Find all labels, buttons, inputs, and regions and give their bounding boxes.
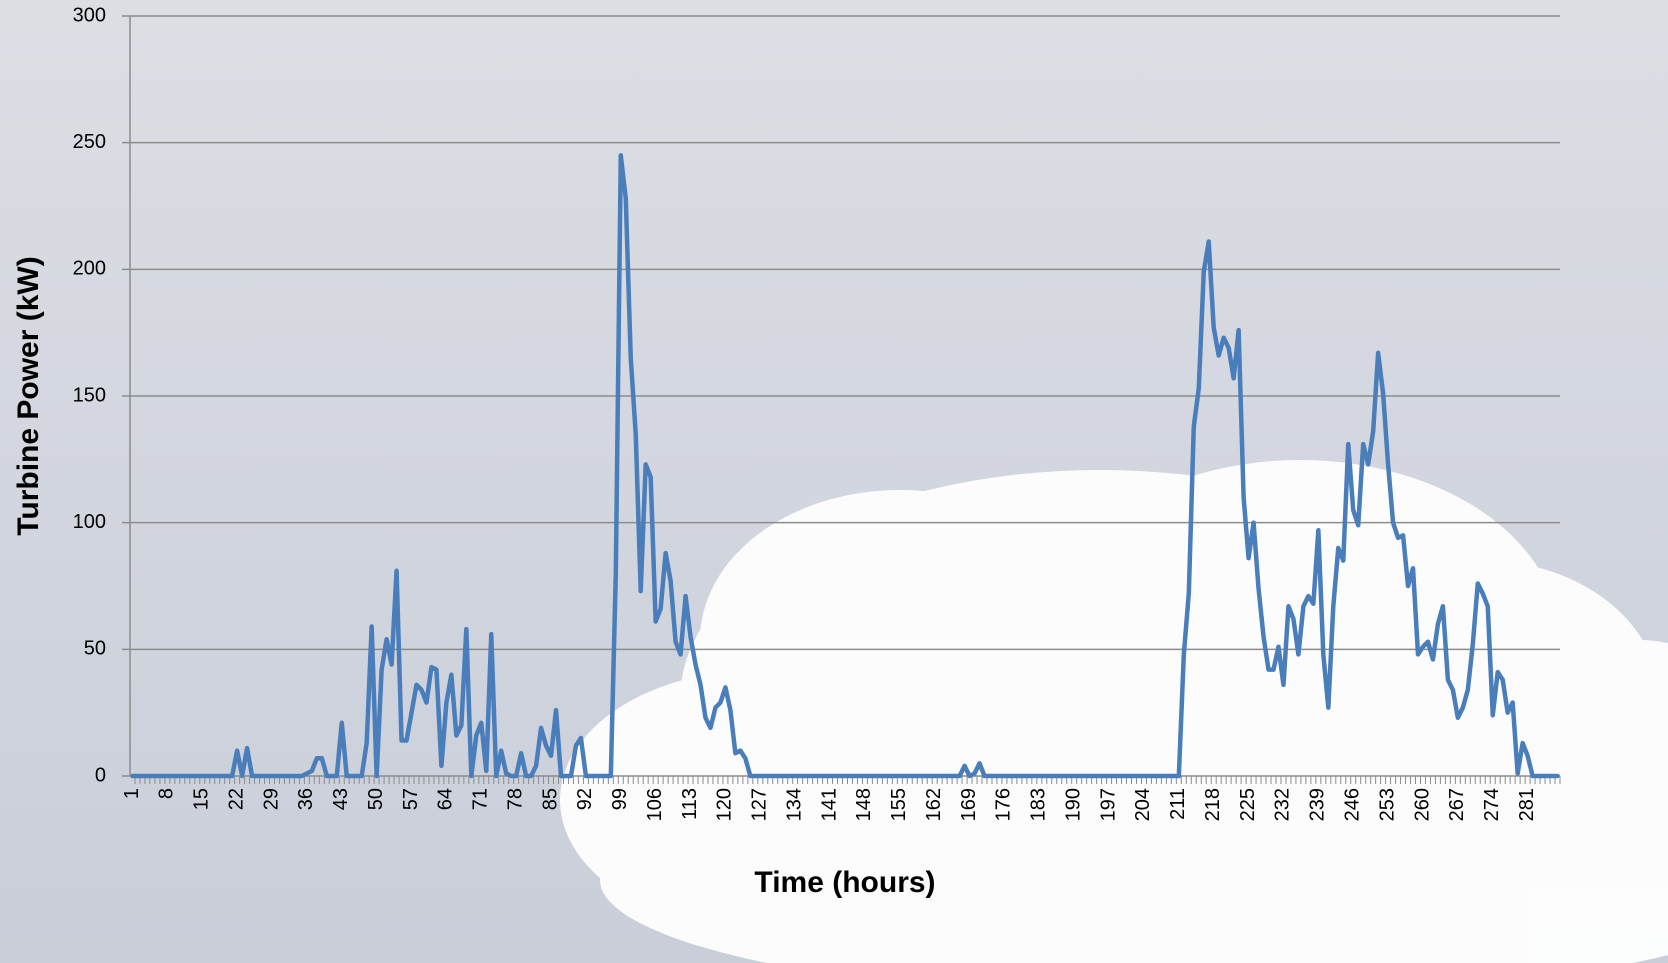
y-tick-label: 300 [73, 4, 106, 26]
x-tick-label: 15 [191, 788, 213, 810]
x-tick-label: 134 [783, 788, 805, 821]
x-tick-label: 8 [156, 788, 178, 799]
y-axis-title: Turbine Power (kW) [12, 256, 45, 535]
x-tick-label: 120 [714, 788, 736, 821]
x-tick-label: 260 [1411, 788, 1433, 821]
x-tick-label: 22 [225, 788, 247, 810]
x-axis-title: Time (hours) [754, 866, 935, 899]
x-tick-label: 127 [749, 788, 771, 821]
x-tick-label: 162 [923, 788, 945, 821]
x-tick-label: 176 [993, 788, 1015, 821]
y-tick-label: 0 [95, 764, 106, 786]
x-tick-label: 253 [1376, 788, 1398, 821]
x-tick-label: 29 [260, 788, 282, 810]
chart: Turbine Power (kW) Time (hours) 05010015… [0, 0, 1668, 963]
x-tick-label: 43 [330, 788, 352, 810]
x-tick-label: 211 [1167, 788, 1189, 820]
x-tick-label: 36 [295, 788, 317, 810]
x-tick-label: 1 [121, 788, 143, 799]
x-tick-label: 169 [958, 788, 980, 821]
x-tick-label: 232 [1272, 788, 1294, 821]
y-tick-label: 50 [84, 638, 106, 660]
x-tick-label: 274 [1481, 788, 1503, 821]
x-tick-label: 71 [470, 788, 492, 810]
x-tick-label: 155 [888, 788, 910, 821]
x-tick-label: 92 [574, 788, 596, 810]
x-tick-label: 190 [1062, 788, 1084, 821]
y-tick-label: 100 [73, 511, 106, 533]
x-tick-label: 99 [609, 788, 631, 810]
x-tick-label: 57 [400, 788, 422, 810]
x-tick-label: 281 [1516, 788, 1538, 821]
x-tick-label: 183 [1028, 788, 1050, 821]
x-tick-label: 148 [853, 788, 875, 821]
x-tick-label: 218 [1202, 788, 1224, 821]
y-tick-label: 200 [73, 258, 106, 280]
x-tick-label: 239 [1307, 788, 1329, 821]
x-tick-label: 246 [1342, 788, 1364, 821]
x-tick-label: 106 [644, 788, 666, 821]
x-tick-label: 267 [1446, 788, 1468, 821]
y-tick-label: 250 [73, 131, 106, 153]
y-tick-label: 150 [73, 384, 106, 406]
x-tick-label: 197 [1097, 788, 1119, 821]
x-tick-label: 204 [1132, 788, 1154, 821]
x-tick-label: 141 [818, 788, 840, 821]
x-tick-label: 85 [539, 788, 561, 810]
x-tick-label: 50 [365, 788, 387, 810]
x-tick-label: 78 [504, 788, 526, 810]
x-tick-label: 225 [1237, 788, 1259, 821]
x-tick-label: 113 [679, 788, 701, 820]
x-tick-label: 64 [435, 788, 457, 810]
